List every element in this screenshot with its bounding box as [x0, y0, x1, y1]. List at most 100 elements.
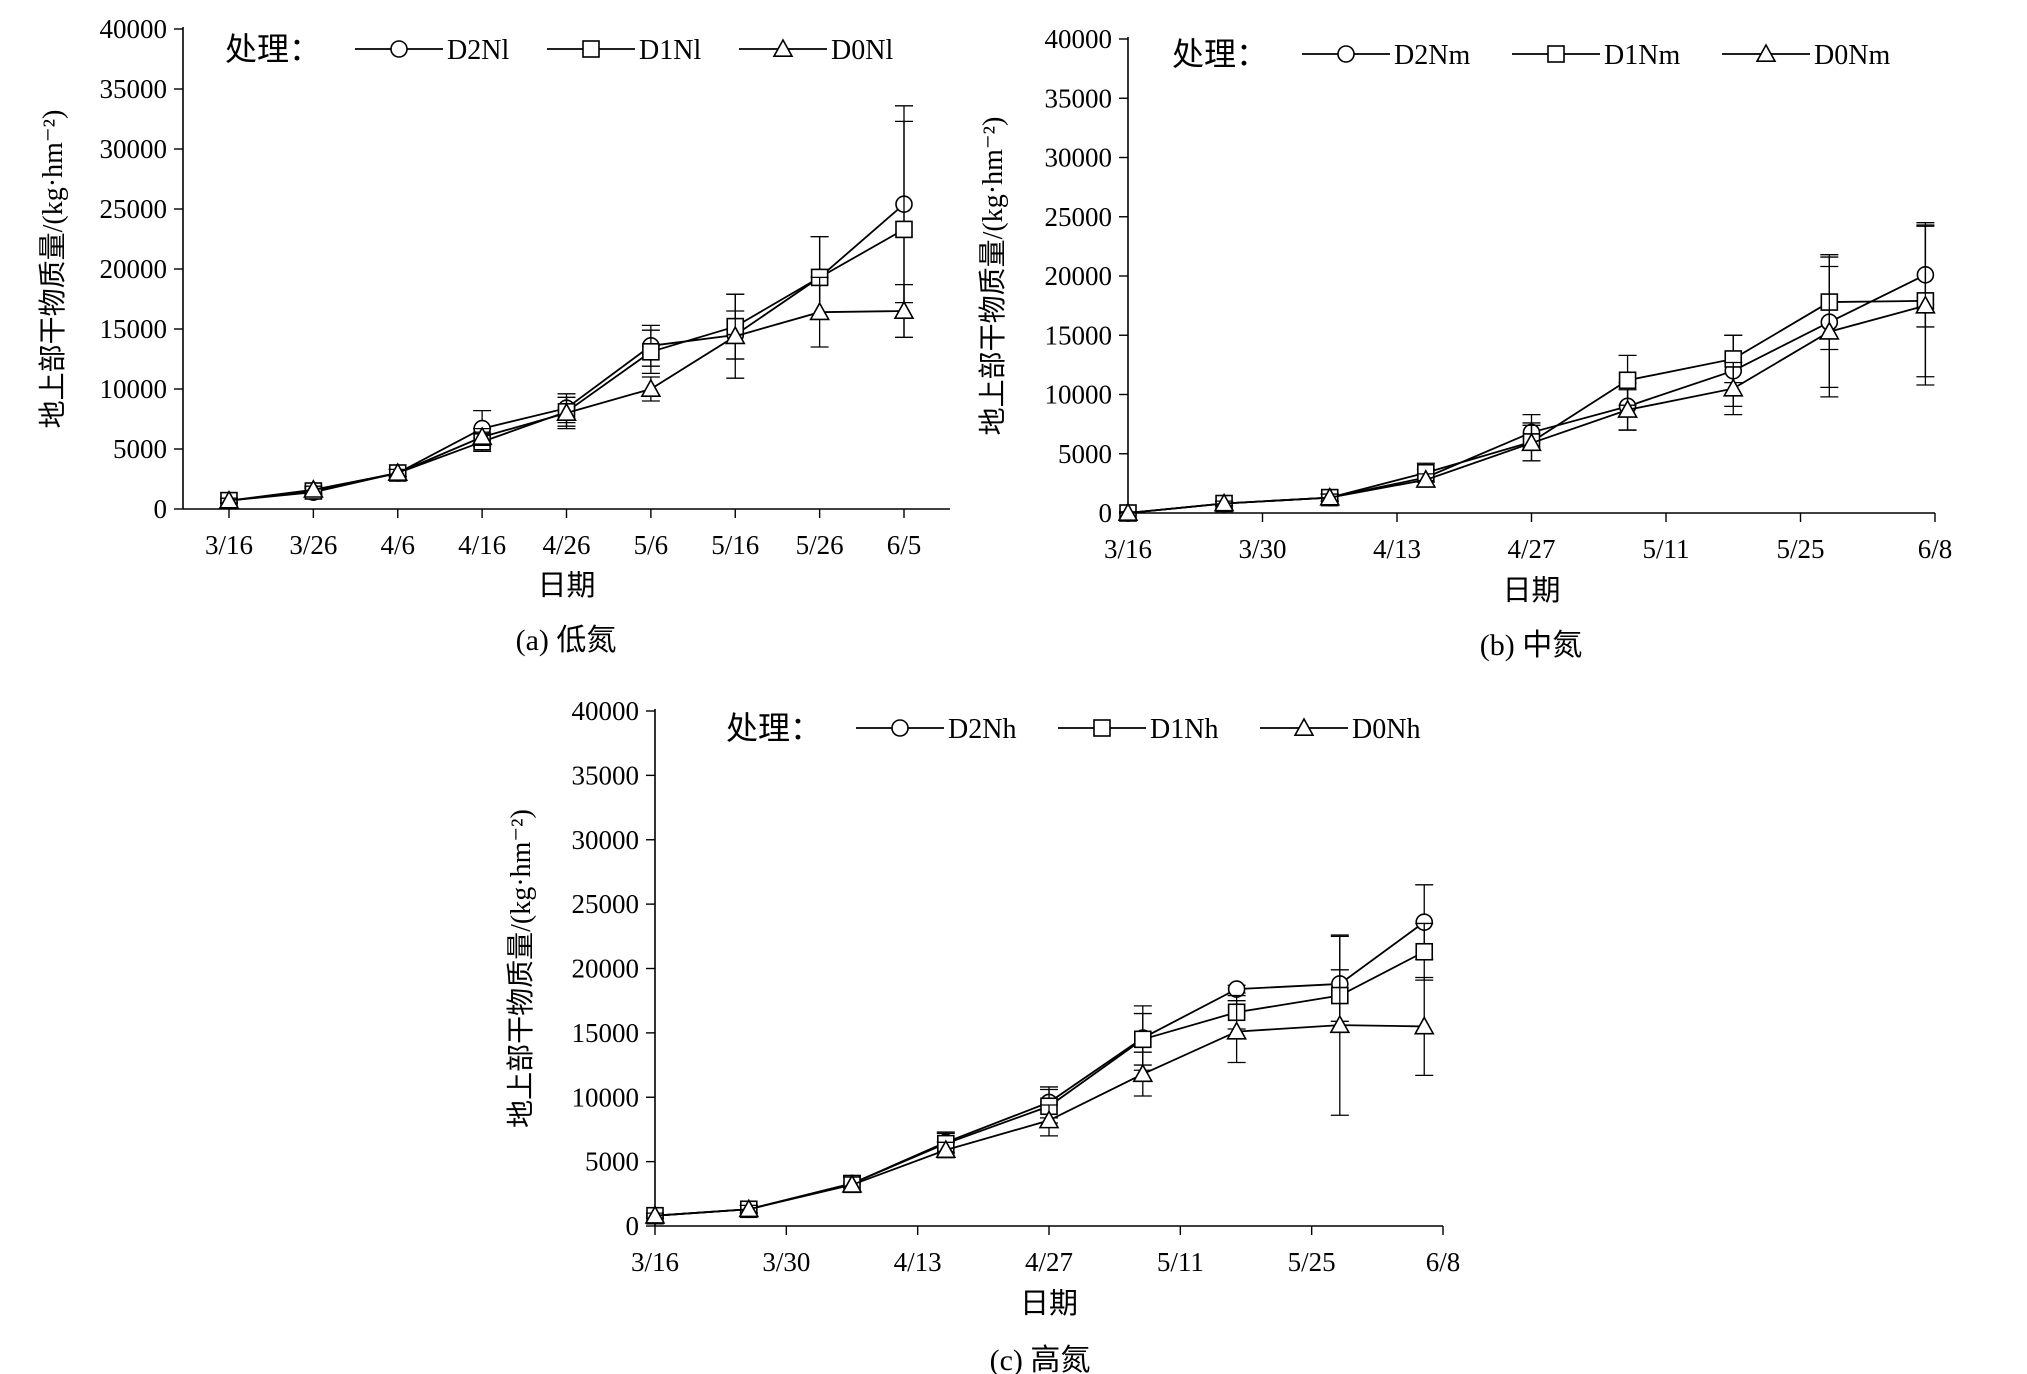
x-tick-label: 6/8 [1426, 1247, 1461, 1277]
legend-marker [1755, 43, 1777, 63]
panel-medium-nitrogen: 0 5000 10000 15000 20000 25000 30000 35000 40000… [977, 24, 1952, 662]
legend-title: 处理： [726, 710, 822, 746]
legend-title: 处理： [1172, 36, 1268, 72]
legend-marker [582, 40, 600, 58]
legend-label: D1Nl [639, 35, 701, 66]
data-point [935, 1139, 957, 1159]
legend-label: D0Nh [1352, 714, 1420, 745]
y-tick-label: 15000 [100, 314, 168, 344]
y-tick-label: 0 [626, 1211, 640, 1241]
series-line [1127, 274, 1926, 514]
x-tick-label: 3/16 [1104, 534, 1152, 564]
x-tick-label: 4/27 [1507, 534, 1555, 564]
data-point [1227, 980, 1246, 998]
series-D0Nh [644, 934, 1435, 1224]
legend: 处理： D2Nh D1Nh D0Nh [726, 710, 1420, 746]
data-point [1038, 1109, 1060, 1129]
x-tick-label: 4/27 [1025, 1247, 1073, 1277]
x-tick-label: 3/30 [762, 1247, 810, 1277]
y-axis-title: 地上部干物质量/(kg·hm⁻²) [37, 110, 69, 429]
series-line [654, 1024, 1425, 1217]
series-line [228, 228, 905, 502]
panel-caption: (c) 高氮 [990, 1344, 1091, 1374]
x-tick-label: 3/16 [205, 530, 253, 560]
legend: 处理： D2Nm D1Nm D0Nm [1172, 36, 1890, 72]
data-point [640, 378, 662, 398]
data-point [1818, 321, 1840, 340]
x-tick-label: 5/11 [1643, 534, 1690, 564]
data-point [642, 342, 660, 361]
data-point [1413, 1015, 1435, 1035]
series-D0Nl [218, 276, 915, 509]
y-tick-label: 20000 [1045, 261, 1113, 291]
data-point [1618, 371, 1637, 390]
legend-marker [891, 719, 909, 737]
data-point [471, 426, 493, 446]
y-tick-label: 10000 [572, 1082, 640, 1112]
x-tick-label: 4/6 [380, 530, 415, 560]
x-tick-label: 6/8 [1918, 534, 1953, 564]
legend-label: D2Nh [948, 714, 1016, 745]
y-tick-label: 0 [154, 494, 168, 524]
data-point [218, 489, 240, 509]
y-axis-title: 地上部干物质量/(kg·hm⁻²) [977, 117, 1009, 436]
data-point [1415, 942, 1434, 961]
data-point [738, 1198, 760, 1218]
x-tick-label: 4/13 [1373, 534, 1421, 564]
series-line [654, 921, 1425, 1217]
series-line [1127, 299, 1926, 514]
y-tick-label: 35000 [572, 760, 640, 790]
series-D2Nl [220, 105, 913, 510]
data-point [1319, 486, 1341, 506]
y-axis-title: 地上部干物质量/(kg·hm⁻²) [505, 809, 537, 1128]
series-line [228, 203, 905, 502]
x-tick-label: 5/6 [634, 530, 669, 560]
y-tick-label: 5000 [1058, 439, 1112, 469]
series-D1Nm [1119, 224, 1935, 522]
y-tick-label: 25000 [572, 889, 640, 919]
legend-label: D1Nm [1604, 40, 1680, 71]
x-tick-label: 3/30 [1238, 534, 1286, 564]
legend-label: D1Nh [1150, 714, 1218, 745]
x-axis-title: 日期 [1502, 575, 1560, 607]
data-point [1722, 377, 1744, 397]
data-point [895, 220, 913, 239]
data-point [1132, 1063, 1154, 1083]
legend-marker [1093, 719, 1111, 737]
legend-marker [1547, 45, 1565, 63]
y-tick-label: 25000 [1045, 202, 1113, 232]
y-tick-label: 35000 [100, 74, 168, 104]
data-point [1226, 1020, 1247, 1040]
data-point [1213, 492, 1235, 512]
y-tick-label: 5000 [113, 434, 167, 464]
legend-marker [1337, 45, 1355, 63]
data-point [893, 300, 915, 320]
data-point [303, 479, 324, 498]
data-point [841, 1174, 863, 1193]
data-point [556, 402, 577, 422]
y-tick-label: 10000 [1045, 380, 1113, 410]
y-tick-label: 0 [1099, 498, 1113, 528]
legend-title: 处理： [225, 31, 321, 67]
data-point [1415, 469, 1437, 488]
series-D0Nm [1117, 225, 1936, 522]
x-tick-label: 5/11 [1157, 1247, 1204, 1277]
y-tick-label: 10000 [100, 374, 168, 404]
data-point [387, 462, 409, 482]
series-D2Nh [646, 884, 1434, 1225]
y-tick-label: 25000 [100, 194, 168, 224]
data-point [1617, 399, 1638, 418]
legend-label: D2Nm [1394, 40, 1470, 71]
series-line [1127, 304, 1926, 514]
legend-label: D0Nm [1814, 40, 1890, 71]
x-tick-label: 4/16 [458, 530, 506, 560]
x-tick-label: 4/26 [542, 530, 590, 560]
data-point [809, 301, 830, 321]
y-tick-label: 30000 [572, 825, 640, 855]
x-tick-label: 6/5 [887, 530, 922, 560]
y-tick-label: 30000 [1045, 143, 1113, 173]
x-tick-label: 5/26 [796, 530, 844, 560]
x-tick-label: 5/16 [711, 530, 759, 560]
legend-marker [390, 40, 408, 58]
